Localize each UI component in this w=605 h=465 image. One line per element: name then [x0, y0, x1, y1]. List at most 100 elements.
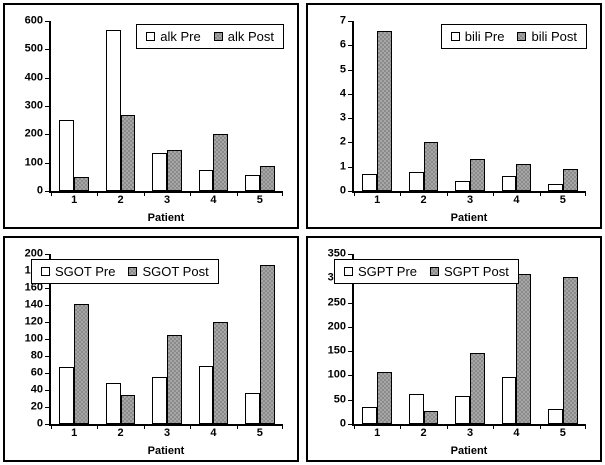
bar-post	[516, 274, 532, 424]
legend-alk: alk Pre alk Post	[136, 24, 284, 49]
y-axis-tick	[348, 375, 354, 377]
y-axis-tick-label: 2	[339, 135, 346, 148]
x-axis-tick	[190, 424, 192, 429]
bar-pre	[198, 169, 214, 191]
legend-sgpt: SGPT Pre SGPT Post	[334, 259, 519, 284]
bar-pre	[501, 376, 517, 424]
bar-pre	[152, 377, 167, 424]
x-axis-tick	[446, 424, 448, 429]
plot-area-sgot: 02040608010012014016018020012345	[25, 248, 283, 439]
y-axis-tick-label: 4	[339, 87, 346, 100]
bar-pre	[408, 171, 424, 191]
legend-sgot: SGOT Pre SGOT Post	[31, 259, 219, 284]
x-axis-tick	[51, 191, 52, 196]
x-axis-category-label: 1	[71, 194, 78, 206]
bar-pre	[198, 366, 214, 424]
bar-pre	[152, 152, 167, 191]
y-axis-tick-label: 200	[24, 247, 43, 260]
y-axis-tick	[348, 69, 354, 71]
x-axis-category-label: 4	[210, 427, 217, 439]
x-axis-tick	[97, 191, 99, 196]
y-axis-tick	[45, 424, 51, 425]
legend-item-pre: alk Pre	[146, 29, 201, 44]
chart-panel-sgot: 02040608010012014016018020012345 SGOT Pr…	[3, 236, 299, 462]
x-axis-tick	[143, 424, 145, 429]
bar-post	[259, 265, 275, 424]
legend-label-post: alk Post	[227, 29, 274, 44]
bar-pre	[59, 367, 75, 424]
x-axis-category-label: 3	[163, 427, 171, 439]
y-axis-tick-label: 100	[24, 332, 43, 345]
y-axis-tick	[348, 254, 354, 255]
x-axis-tick	[354, 191, 355, 196]
legend-swatch-post	[213, 32, 223, 41]
y-axis-tick	[45, 288, 51, 289]
y-axis-tick-label: 6	[339, 38, 346, 51]
y-axis-tick-label: 40	[30, 383, 43, 396]
x-axis-category-label: 1	[71, 427, 78, 439]
x-axis-tick	[585, 191, 586, 196]
legend-item-post: SGPT Post	[430, 265, 509, 278]
legend-label-post: SGOT Post	[142, 264, 209, 279]
bar-post	[74, 304, 90, 424]
y-axis-tick	[348, 424, 354, 425]
bar-post	[120, 395, 136, 424]
x-axis-category-label: 5	[559, 194, 566, 206]
y-axis-tick-label: 0	[36, 417, 43, 430]
legend-swatch-post	[430, 267, 440, 276]
x-axis-category-label: 1	[374, 427, 381, 439]
legend-item-post: bili Post	[517, 30, 577, 43]
y-axis-tick-label: 60	[30, 366, 43, 379]
bar-pre	[59, 120, 75, 191]
y-axis-tick	[45, 134, 51, 136]
bar-pre	[362, 407, 378, 424]
bar-pre	[547, 183, 563, 191]
x-axis-category-label: 5	[256, 427, 263, 439]
legend-swatch-pre	[450, 32, 460, 41]
y-axis-tick	[348, 45, 354, 47]
y-axis-tick-label: 100	[327, 368, 346, 381]
bar-post	[167, 334, 182, 424]
bar-pre	[455, 395, 470, 424]
y-axis-tick-label: 400	[24, 71, 43, 84]
y-axis-tick	[45, 373, 51, 374]
legend-swatch-pre	[146, 32, 156, 41]
bar-post	[470, 159, 485, 191]
y-axis-tick-label: 5	[339, 63, 346, 76]
legend-swatch-post	[128, 267, 138, 276]
bar-pre	[501, 176, 517, 191]
x-axis-category-label: 3	[466, 194, 474, 206]
legend-label-post: bili Post	[531, 29, 577, 44]
x-axis-tick	[282, 191, 283, 196]
x-axis-tick	[354, 424, 355, 429]
x-axis-tick	[51, 424, 52, 429]
y-axis-tick	[348, 326, 354, 328]
bar-post	[213, 134, 229, 191]
bar-pre	[244, 174, 260, 191]
y-axis-tick-label: 120	[24, 315, 43, 328]
y-axis-tick-label: 50	[333, 393, 346, 406]
bar-post	[213, 322, 229, 424]
y-axis-tick-label: 600	[24, 14, 43, 27]
legend-label-pre: alk Pre	[160, 29, 201, 44]
x-axis-tick	[282, 424, 283, 429]
y-axis-tick	[348, 93, 354, 95]
x-axis-tick	[400, 191, 402, 196]
legend-swatch-post	[517, 32, 527, 41]
y-axis-tick-label: 100	[24, 156, 43, 169]
y-axis-tick	[45, 21, 51, 22]
y-axis-tick	[348, 191, 354, 192]
y-axis-tick-label: 300	[24, 99, 43, 112]
bar-pre	[408, 393, 424, 424]
y-axis-tick	[45, 390, 51, 391]
x-axis-category-label: 4	[513, 194, 520, 206]
y-axis-tick	[45, 191, 51, 192]
chart-panel-alk: 0 100 200 300 400 500 600 1 2 3 4 5 alk Pre alk Pos…	[3, 3, 299, 229]
bar-post	[377, 30, 393, 191]
y-axis-tick	[45, 49, 51, 51]
y-axis-tick-label: 80	[30, 349, 43, 362]
y-axis-tick	[45, 339, 51, 340]
legend-item-pre: SGOT Pre	[41, 265, 115, 278]
bar-post	[423, 410, 439, 424]
y-axis-tick-label: 0	[339, 417, 346, 430]
